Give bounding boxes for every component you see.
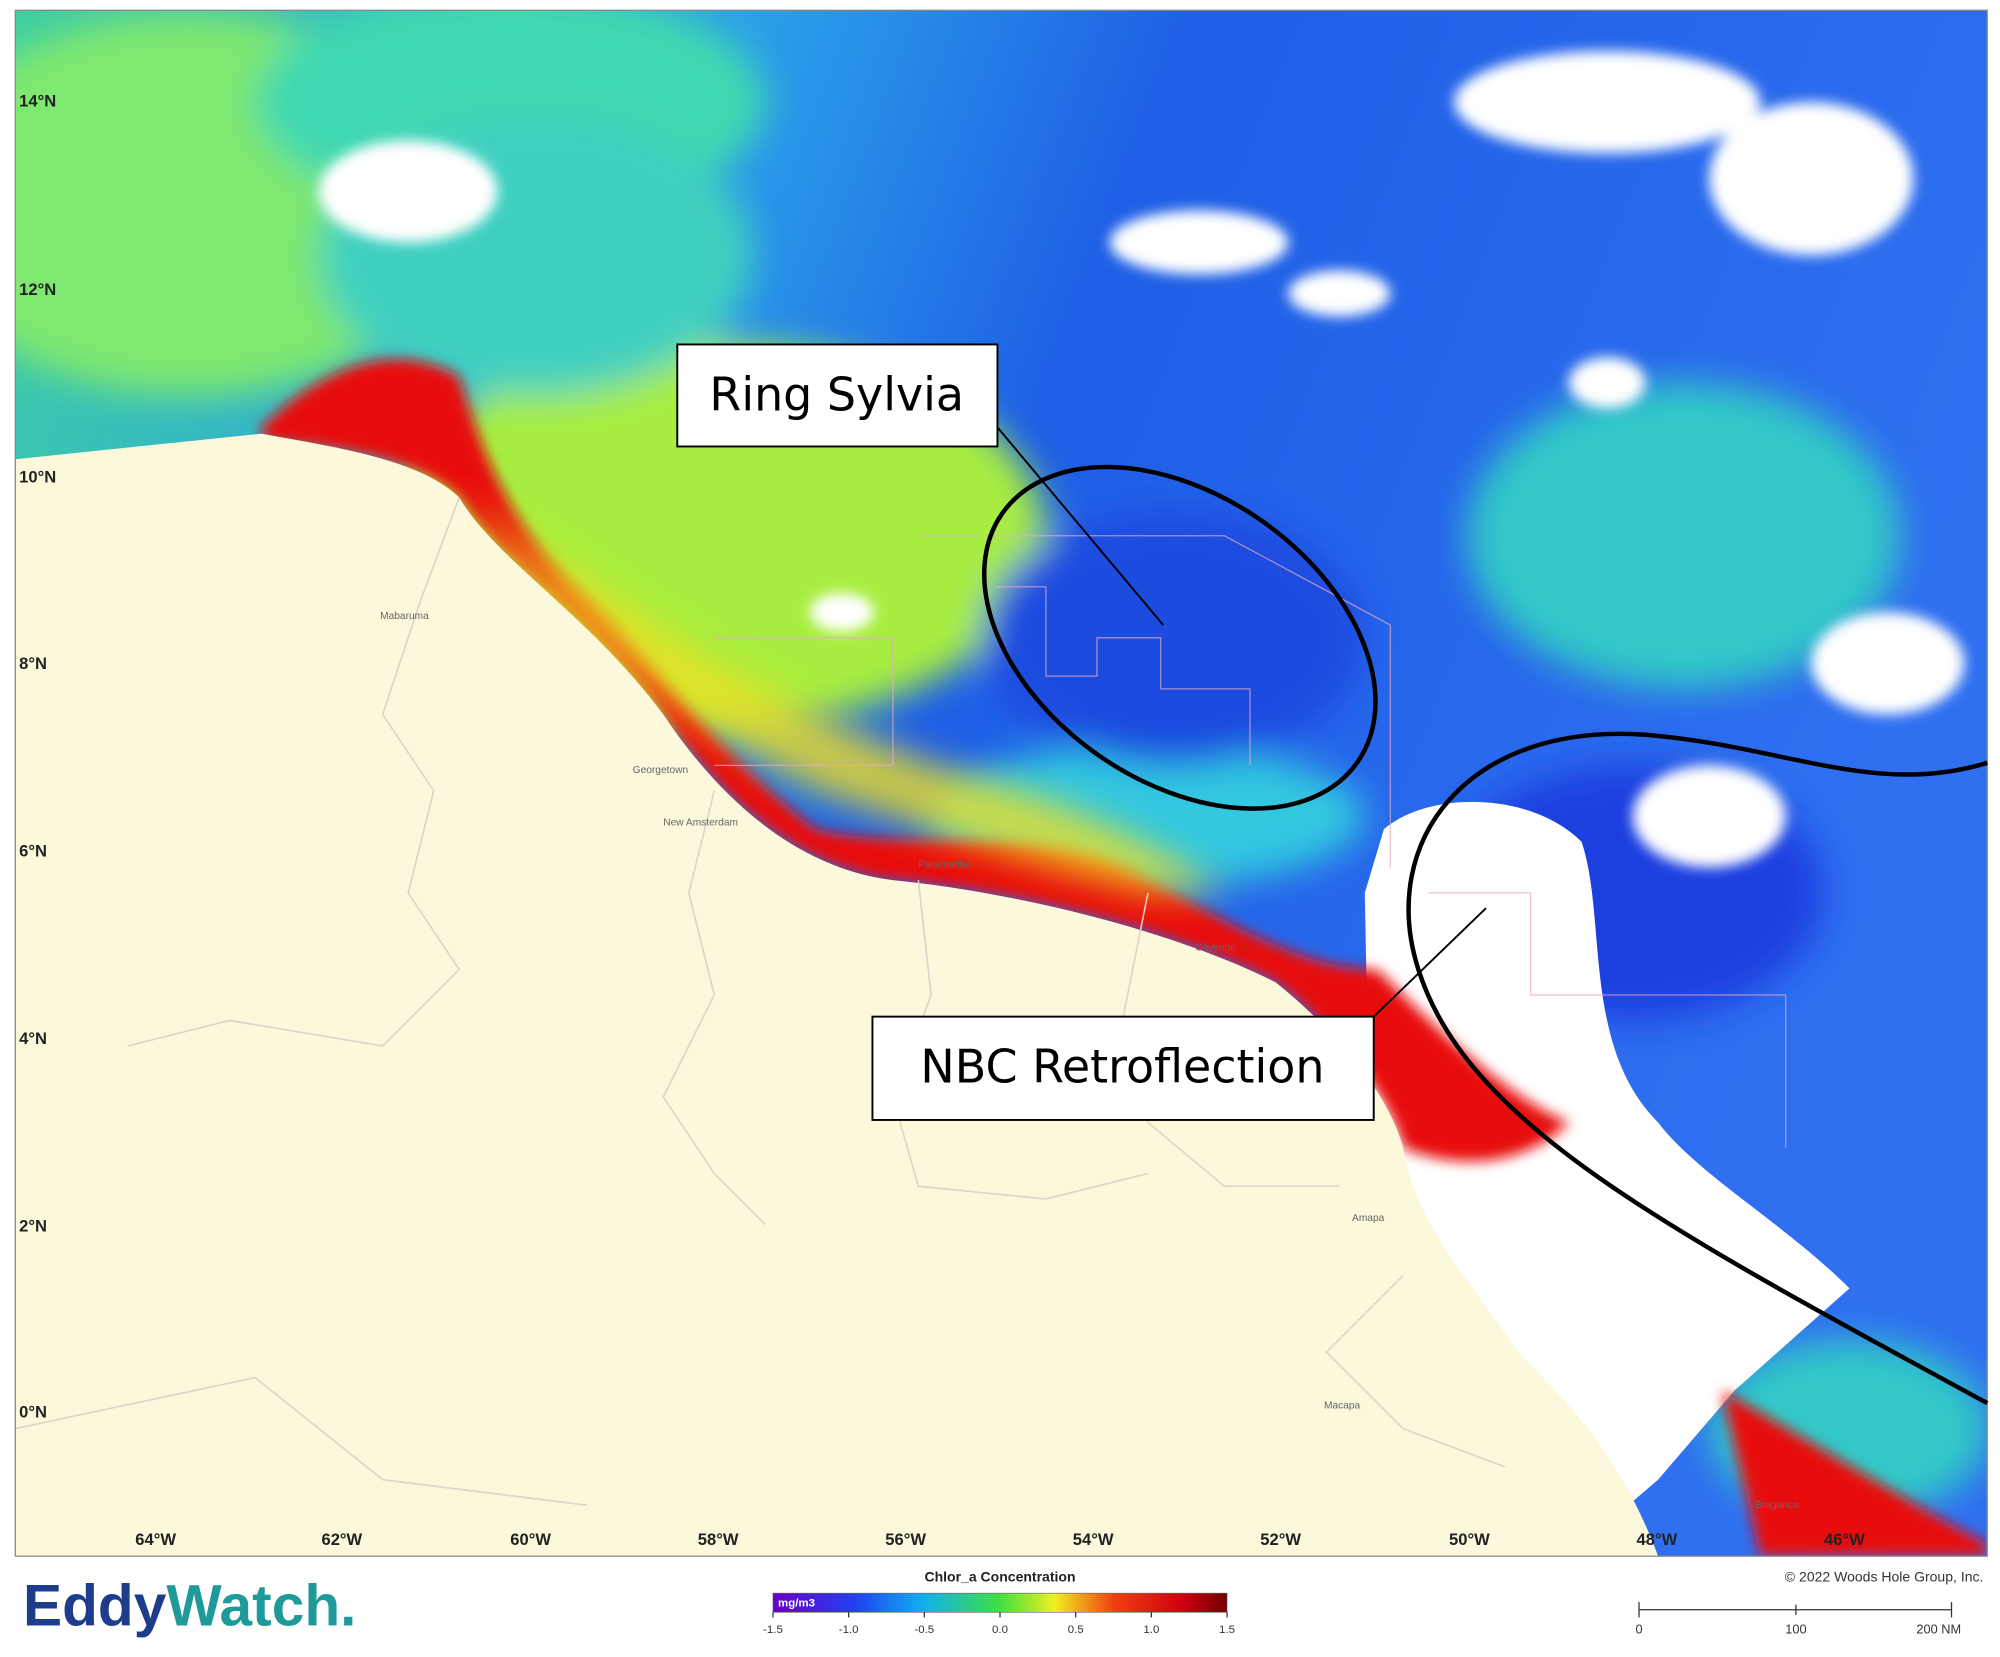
colorbar-unit: mg/m3 [778,1597,815,1609]
lon-label: 60°W [510,1530,551,1549]
place-label: Georgetown [633,765,689,776]
lon-label: 50°W [1449,1530,1490,1549]
callout-label: NBC Retroflection [920,1040,1324,1094]
coastal-bloom [261,359,1569,1162]
callout-leader [1373,907,1487,1018]
lon-label: 52°W [1260,1530,1301,1549]
cloud-cover [318,51,1965,868]
colorbar-title: Chlor_a Concentration [924,1569,1075,1585]
ring-sylvia-outline [982,464,1378,811]
colorbar-tick-label: 1.5 [1219,1624,1235,1636]
lat-label: 12°N [19,280,56,299]
lon-label: 56°W [885,1530,926,1549]
lon-label: 62°W [321,1530,362,1549]
lat-label: 10°N [19,468,56,487]
place-label: Paramaribo [918,860,971,871]
logo-part: Watch. [166,1573,356,1638]
colorbar [772,1592,1228,1613]
map-area [15,10,1988,1557]
lat-label: 14°N [19,91,56,110]
logo: EddyWatch. [23,1573,357,1638]
scale-bar [1638,1602,1953,1618]
lon-label: 46°W [1824,1530,1865,1549]
lon-label: 48°W [1637,1530,1678,1549]
colorbar-tick-label: 0.5 [1068,1624,1084,1636]
colorbar-tick-label: -1.5 [763,1624,783,1636]
place-label: Amapa [1352,1213,1385,1224]
colorbar-tick-label: 1.0 [1143,1624,1159,1636]
lat-label: 8°N [19,654,47,673]
logo-part: Eddy [23,1573,167,1638]
lease-blocks [714,535,1787,1149]
borders [15,497,1506,1506]
place-label: Cayenne [1195,942,1236,953]
callout-box [871,1015,1375,1121]
callout-label: Ring Sylvia [709,368,964,422]
colorbar-tick-label: -0.5 [914,1624,934,1636]
scale-bar-label: 0 [1635,1622,1642,1637]
lat-label: 0°N [19,1403,47,1422]
callout-leader [996,426,1164,626]
scale-bar-label: 100 [1785,1622,1806,1637]
lat-label: 2°N [19,1216,47,1235]
place-label: Mabaruma [380,611,429,622]
coastal-band [459,497,1225,893]
retroflection-outline [1406,731,1989,1406]
map-frame [14,9,1988,1557]
place-label: Macapa [1324,1400,1361,1411]
lat-label: 6°N [19,841,47,860]
place-label: New Amsterdam [663,817,738,828]
place-label: Braganca [1755,1500,1799,1511]
scale-bar-label: 200 NM [1916,1622,1961,1637]
lat-label: 4°N [19,1029,47,1048]
land [15,433,1659,1557]
colorbar-tick-label: 0.0 [992,1624,1008,1636]
copyright: © 2022 Woods Hole Group, Inc. [1785,1569,1984,1585]
lon-label: 54°W [1073,1530,1114,1549]
colorbar-tick-label: -1.0 [839,1624,859,1636]
coastal-bloom-south [1721,1390,1988,1557]
callout-box [676,343,999,448]
lon-label: 64°W [135,1530,176,1549]
lon-label: 58°W [698,1530,739,1549]
